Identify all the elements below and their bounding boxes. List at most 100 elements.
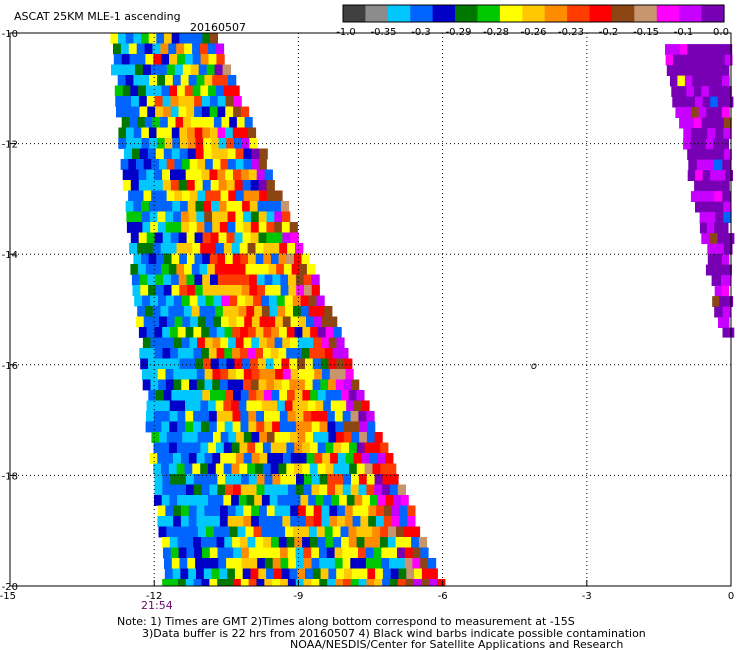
heatmap-cell <box>249 285 258 296</box>
heatmap-cell <box>217 127 226 139</box>
heatmap-cell <box>376 505 385 517</box>
heatmap-cell <box>235 222 244 233</box>
heatmap-cell <box>382 484 391 496</box>
heatmap-cell <box>160 243 169 254</box>
heatmap-cell <box>219 148 228 160</box>
heatmap-cell <box>277 526 286 538</box>
heatmap-cell <box>679 96 688 108</box>
heatmap-cell <box>295 421 305 433</box>
heatmap-cell <box>189 432 198 443</box>
heatmap-cell <box>353 400 362 412</box>
heatmap-cell <box>421 568 431 580</box>
heatmap-cell <box>201 579 210 587</box>
heatmap-cell <box>306 316 315 328</box>
heatmap-cell <box>311 558 320 569</box>
heatmap-cell <box>316 526 326 538</box>
heatmap-cell <box>305 505 314 517</box>
heatmap-cell <box>225 274 234 286</box>
heatmap-cell <box>263 390 272 401</box>
heatmap-cell <box>314 453 323 464</box>
heatmap-cell <box>195 201 204 212</box>
heatmap-cell <box>182 190 191 202</box>
heatmap-cell <box>271 327 280 338</box>
heatmap-cell <box>225 106 234 118</box>
heatmap-cell <box>325 327 334 338</box>
heatmap-cell <box>223 463 232 475</box>
heatmap-cell <box>286 327 295 338</box>
heatmap-cell <box>298 316 307 328</box>
heatmap-cell <box>374 484 383 496</box>
heatmap-cell <box>155 274 164 286</box>
heatmap-cell <box>320 358 329 370</box>
heatmap-cell <box>212 369 221 380</box>
heatmap-cell <box>113 43 122 55</box>
heatmap-cell <box>305 516 314 527</box>
heatmap-cell <box>350 484 359 496</box>
heatmap-cell <box>158 526 167 538</box>
heatmap-cell <box>395 537 404 548</box>
heatmap-cell <box>234 568 244 580</box>
heatmap-cell <box>307 400 316 412</box>
heatmap-cell <box>677 75 686 87</box>
heatmap-cell <box>207 264 216 275</box>
heatmap-cell <box>185 411 194 422</box>
heatmap-cell <box>707 212 716 223</box>
heatmap-cell <box>214 264 223 275</box>
heatmap-cell <box>356 442 365 454</box>
heatmap-cell <box>713 65 722 76</box>
note-line-3: NOAA/NESDIS/Center for Satellite Applica… <box>290 638 624 650</box>
heatmap-cell <box>372 463 381 475</box>
heatmap-cell <box>210 274 219 286</box>
heatmap-cell <box>185 400 194 412</box>
heatmap-cell <box>721 285 730 297</box>
heatmap-cell <box>171 285 180 296</box>
heatmap-cell <box>187 358 196 370</box>
heatmap-cell <box>227 568 236 580</box>
heatmap-cell <box>690 191 700 202</box>
heatmap-cell <box>209 579 218 587</box>
heatmap-cell <box>269 306 278 317</box>
colorbar-swatch <box>567 5 591 22</box>
heatmap-cell <box>686 117 695 129</box>
heatmap-cell <box>387 537 396 548</box>
heatmap-cell <box>721 254 730 265</box>
heatmap-cell <box>724 149 732 160</box>
heatmap-cell <box>158 295 167 307</box>
heatmap-cell <box>721 275 731 286</box>
heatmap-cell <box>352 505 361 517</box>
heatmap-cell <box>235 379 244 391</box>
heatmap-cell <box>695 201 703 213</box>
heatmap-cell <box>143 159 152 170</box>
heatmap-cell <box>229 526 238 538</box>
heatmap-cell <box>176 306 185 317</box>
heatmap-cell <box>360 505 369 517</box>
heatmap-cell <box>343 432 352 443</box>
heatmap-cell <box>319 474 328 485</box>
heatmap-cell <box>225 579 234 587</box>
heatmap-cell <box>255 442 264 454</box>
heatmap-cell <box>295 274 305 286</box>
heatmap-cell <box>251 159 260 170</box>
heatmap-cell <box>221 316 230 328</box>
heatmap-cell <box>219 211 228 223</box>
x-tick-label: -12 <box>146 591 162 602</box>
heatmap-cell <box>329 505 338 517</box>
heatmap-cell <box>235 505 244 517</box>
heatmap-cell <box>687 54 696 66</box>
heatmap-cell <box>161 442 170 454</box>
heatmap-cell <box>235 516 244 527</box>
heatmap-cell <box>136 43 145 55</box>
heatmap-cell <box>374 432 383 443</box>
heatmap-cell <box>194 274 203 286</box>
heatmap-cell <box>317 463 326 475</box>
heatmap-cell <box>372 442 381 454</box>
heatmap-cell <box>184 243 193 254</box>
heatmap-cell <box>411 537 420 548</box>
plot-frame <box>9 32 732 587</box>
heatmap-cell <box>301 253 310 265</box>
heatmap-cell <box>351 421 360 433</box>
heatmap-cell <box>185 579 195 587</box>
heatmap-cell <box>212 337 221 349</box>
heatmap-cell <box>182 432 191 443</box>
heatmap-cell <box>170 274 180 286</box>
